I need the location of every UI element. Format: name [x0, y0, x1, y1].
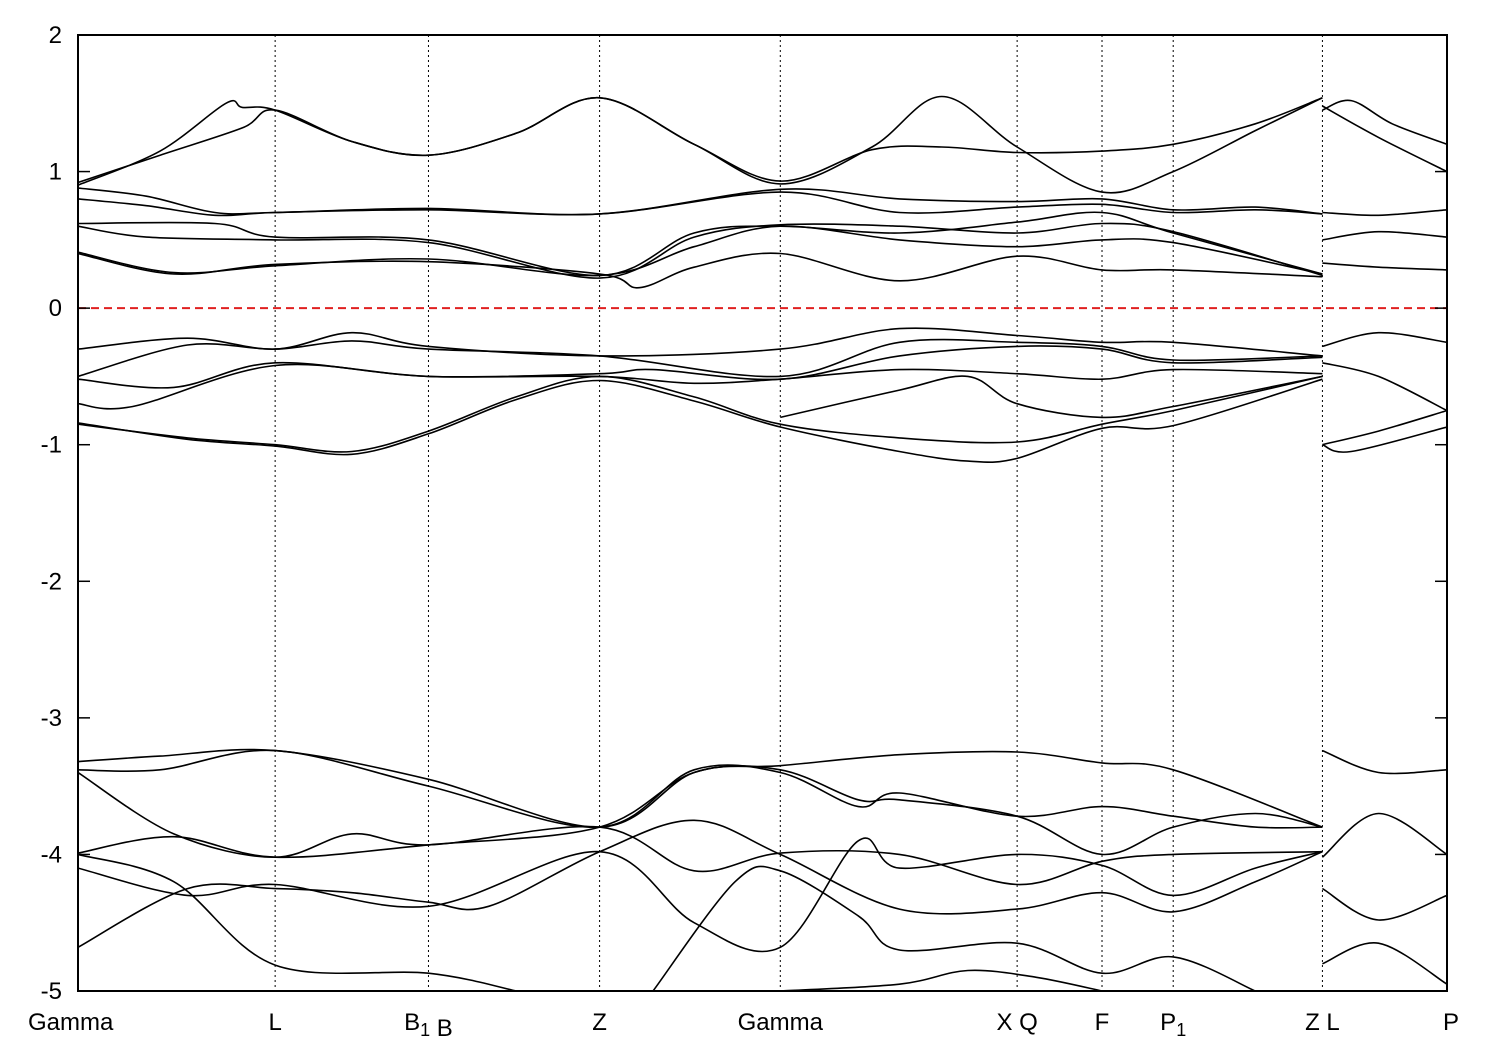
- y-tick-label: -3: [41, 705, 62, 732]
- band-line-14: [78, 378, 1323, 463]
- band-line-13: [78, 375, 1323, 453]
- band-line-26: [1322, 105, 1447, 173]
- y-tick-label: 2: [49, 22, 62, 49]
- band-series-group: [78, 95, 1447, 991]
- band-line-3: [78, 187, 1323, 216]
- x-tick-label: Gamma: [738, 1009, 824, 1036]
- x-tick-label: F: [1095, 1009, 1110, 1036]
- x-tick-label: Gamma: [28, 1009, 114, 1036]
- band-line-21: [78, 819, 1323, 949]
- band-line-6: [78, 222, 1323, 279]
- x-tick-label: Z L: [1305, 1009, 1340, 1036]
- band-line-30: [1322, 331, 1447, 348]
- y-tick-label: -1: [41, 432, 62, 459]
- band-line-2: [78, 96, 1323, 184]
- band-line-35: [1321, 812, 1447, 858]
- band-line-8: [78, 225, 1323, 277]
- band-line-37: [1322, 942, 1447, 985]
- band-line-7: [78, 252, 1323, 289]
- band-line-23: [652, 865, 1256, 991]
- y-tick-label: 0: [49, 295, 62, 322]
- band-line-27: [1322, 209, 1447, 217]
- band-line-18: [78, 771, 1323, 886]
- k-point-gridlines: [274, 35, 1323, 991]
- band-line-4: [78, 191, 1323, 217]
- plot-frame: [77, 34, 1448, 992]
- x-tick-label: P1: [1160, 1009, 1186, 1040]
- y-tick-label: -5: [41, 978, 62, 1005]
- band-line-10: [78, 338, 1323, 378]
- band-line-33: [1322, 426, 1447, 453]
- plot-border: [77, 34, 1448, 992]
- band-line-24: [780, 969, 1103, 991]
- band-line-9: [78, 327, 1323, 357]
- band-line-5: [78, 211, 1323, 277]
- y-tick-label: -4: [41, 841, 62, 868]
- x-axis-labels: Gamma L B1 B Z Gamma X Q F P1 Z L P: [28, 1009, 1459, 1042]
- y-tick-label: -2: [41, 568, 62, 595]
- band-line-22: [78, 853, 517, 991]
- band-line-16: [78, 748, 1323, 828]
- band-line-36: [1321, 887, 1447, 921]
- band-line-32: [1322, 409, 1447, 446]
- band-line-19: [78, 765, 1323, 859]
- band-line-34: [1322, 749, 1447, 775]
- band-line-29: [1322, 262, 1447, 271]
- y-tick-label: 1: [49, 159, 62, 186]
- x-tick-label: B1 B: [404, 1009, 453, 1042]
- band-line-28: [1322, 230, 1447, 241]
- x-tick-label: X Q: [996, 1009, 1037, 1036]
- band-line-17: [78, 749, 1323, 829]
- x-tick-label: P: [1443, 1009, 1459, 1036]
- y-axis-ticks: 2 1 0 -1 -2 -3 -4 -5: [41, 22, 1447, 1005]
- x-tick-label: L: [268, 1009, 281, 1036]
- band-line-12: [78, 363, 1323, 410]
- band-line-11: [78, 345, 1323, 389]
- x-tick-label: Z: [592, 1009, 607, 1036]
- band-line-15: [780, 375, 1323, 419]
- band-line-20: [78, 837, 1323, 953]
- band-line-25: [1322, 99, 1447, 146]
- band-line-31: [1322, 362, 1447, 412]
